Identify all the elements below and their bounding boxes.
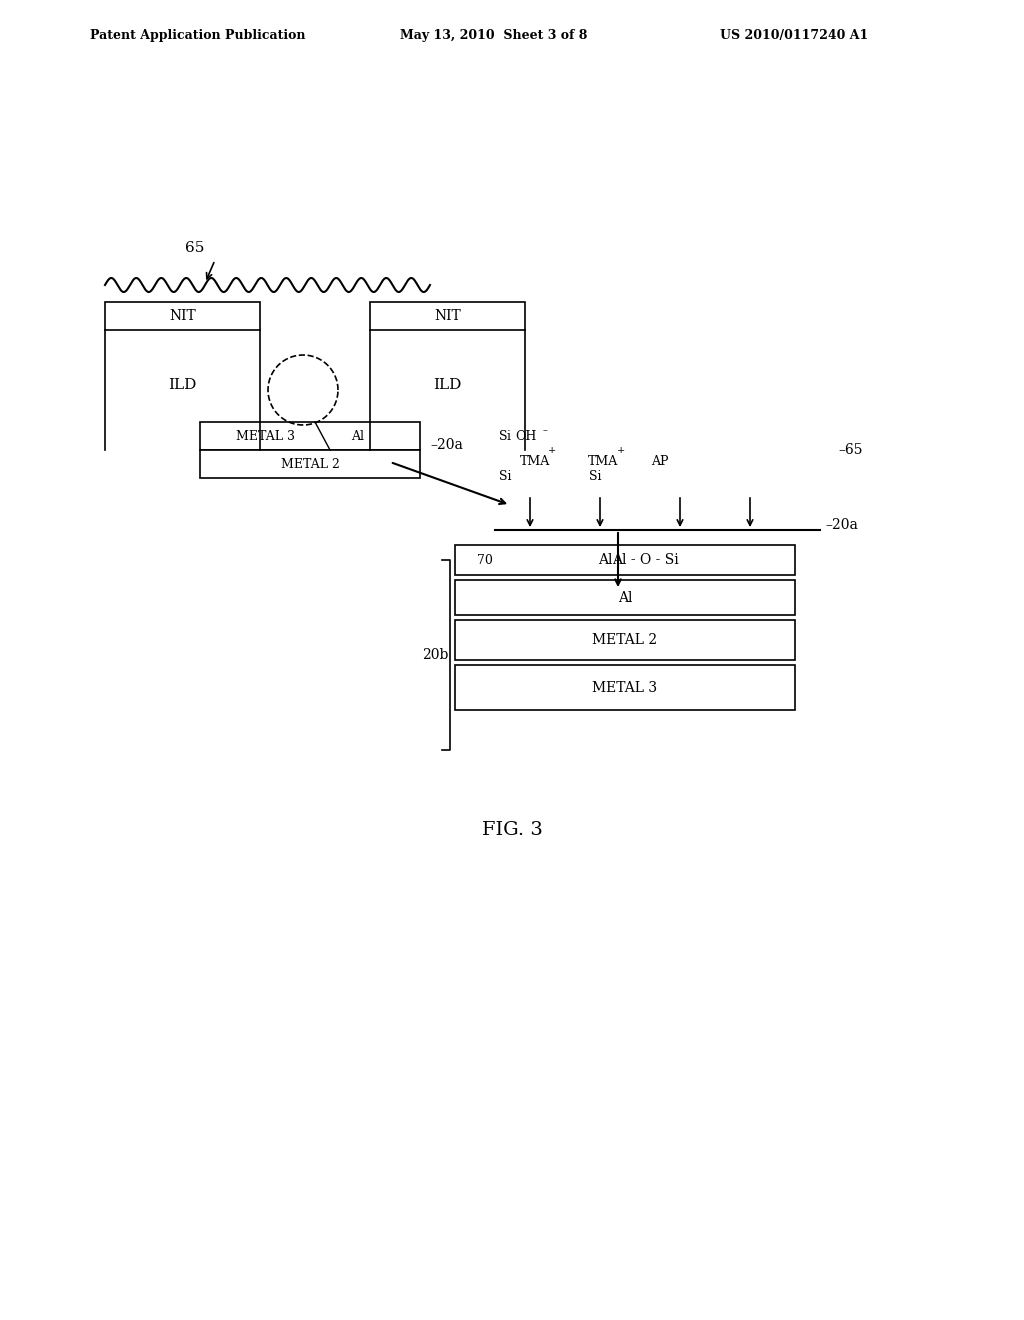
Bar [455, 620, 795, 660]
Text: NIT: NIT [169, 309, 196, 323]
Text: –65: –65 [838, 444, 862, 457]
Text: METAL 2: METAL 2 [281, 458, 339, 470]
Text: Al: Al [617, 590, 632, 605]
Text: –20a: –20a [430, 438, 463, 451]
Text: OH: OH [515, 430, 537, 444]
Text: AP: AP [651, 455, 669, 469]
Text: 65: 65 [185, 242, 205, 255]
Text: US 2010/0117240 A1: US 2010/0117240 A1 [720, 29, 868, 41]
Text: Patent Application Publication: Patent Application Publication [90, 29, 305, 41]
Bar [200, 450, 420, 478]
Text: Al: Al [598, 553, 612, 568]
Text: TMA: TMA [588, 455, 618, 469]
Bar [105, 302, 260, 330]
Text: TMA: TMA [520, 455, 550, 469]
Text: –20a: –20a [825, 517, 858, 532]
Text: 20b: 20b [422, 648, 449, 663]
Bar [200, 422, 420, 450]
Text: Al: Al [351, 429, 365, 442]
Text: Al - O - Si: Al - O - Si [611, 553, 678, 568]
Text: FIG. 3: FIG. 3 [481, 821, 543, 840]
Text: ILD: ILD [168, 378, 197, 392]
Text: May 13, 2010  Sheet 3 of 8: May 13, 2010 Sheet 3 of 8 [400, 29, 588, 41]
Bar [455, 665, 795, 710]
Text: NIT: NIT [434, 309, 461, 323]
Text: METAL 3: METAL 3 [236, 429, 295, 442]
Text: Si$^{}$: Si$^{}$ [498, 429, 512, 444]
Bar [455, 579, 795, 615]
Text: METAL 3: METAL 3 [593, 681, 657, 694]
Text: Si: Si [589, 470, 601, 483]
Bar [455, 545, 795, 576]
Text: ILD: ILD [433, 378, 462, 392]
Text: METAL 2: METAL 2 [593, 634, 657, 647]
Text: +: + [617, 446, 626, 455]
Bar [370, 302, 525, 330]
Text: 70: 70 [477, 553, 493, 566]
Text: Si: Si [499, 470, 511, 483]
Text: +: + [548, 446, 556, 455]
Text: –: – [543, 426, 548, 436]
